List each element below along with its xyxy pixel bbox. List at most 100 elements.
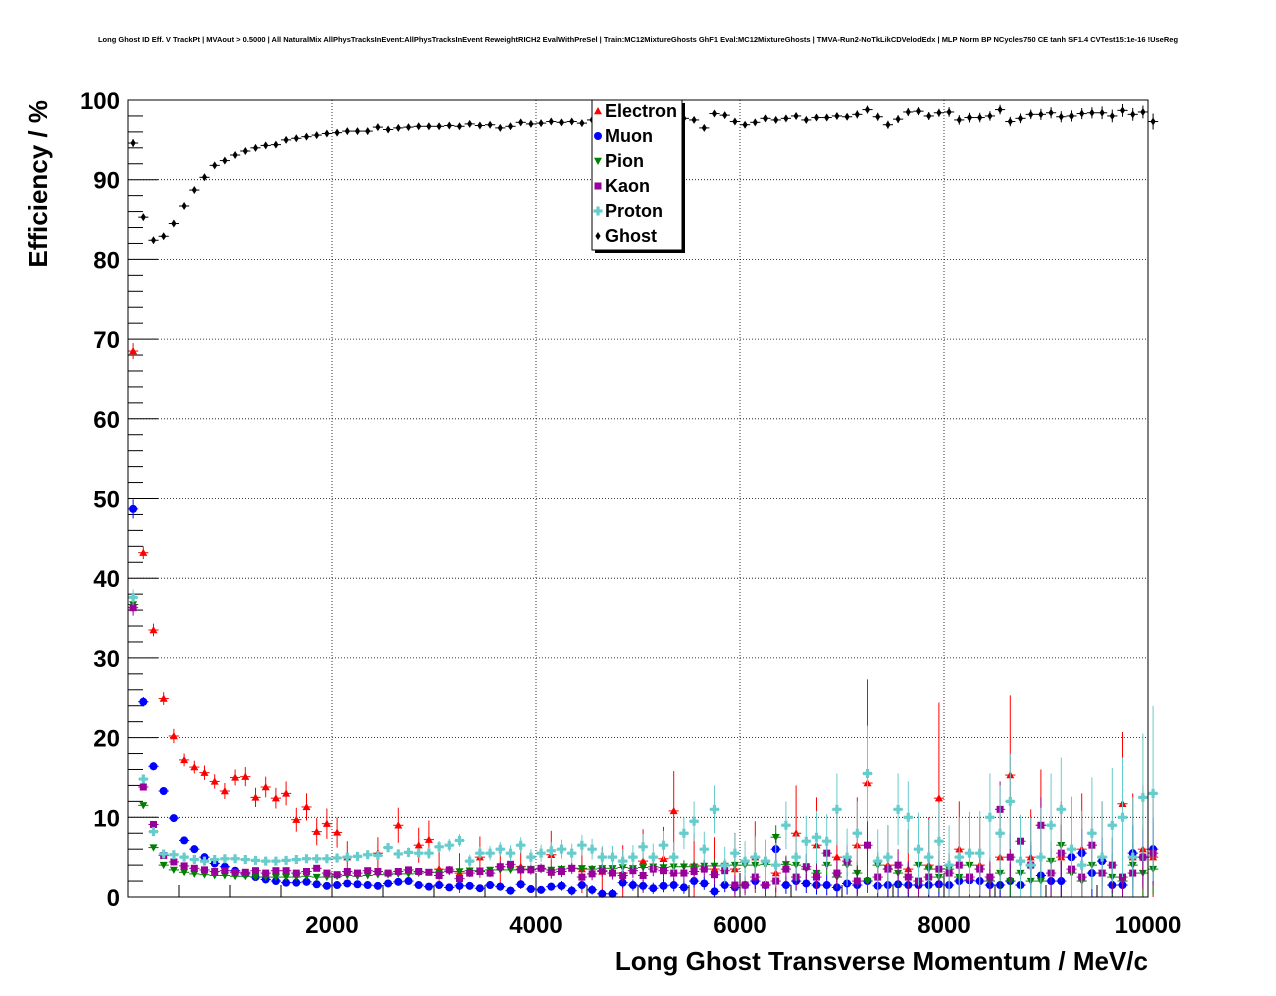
legend-label-pion: Pion [605,151,644,171]
data-point [781,881,790,890]
data-point [394,821,403,829]
data-point [558,118,565,127]
data-point [690,877,699,886]
y-tick-label: 50 [93,487,120,514]
data-point [618,856,628,866]
data-point [915,107,922,116]
data-point [445,883,454,892]
data-point [507,860,514,868]
y-tick-label: 60 [93,407,120,434]
data-point [528,119,534,128]
x-tick-label: 2000 [305,912,358,939]
data-point [435,881,444,890]
data-point [854,110,860,119]
data-point [424,835,433,843]
data-point [241,772,250,780]
data-point [486,869,494,877]
data-point [1089,108,1095,117]
data-point [302,854,311,864]
data-point [303,132,310,141]
data-point [261,783,270,791]
data-point [334,128,340,137]
y-tick-label: 40 [93,566,120,593]
data-point [139,783,147,791]
data-point [291,855,301,865]
data-point [180,862,188,870]
data-point [863,768,873,778]
data-point [414,841,423,849]
data-point [150,236,157,245]
data-point [475,848,485,858]
data-point [873,856,883,866]
data-point [690,867,698,875]
data-point [1007,117,1013,126]
data-point [1046,820,1056,830]
data-point [373,851,383,861]
data-point [322,819,331,827]
data-point [149,626,158,634]
data-point [312,827,321,835]
data-point [425,868,433,876]
data-point [669,881,678,890]
data-point [365,127,371,136]
data-point [833,869,841,877]
legend-marker-electron [594,107,602,115]
series-ghost [128,103,1159,245]
data-point [466,869,474,877]
data-point [639,871,647,879]
data-point [669,806,678,815]
data-point [405,866,412,874]
data-point [608,852,618,862]
data-point [424,882,433,891]
legend-box [591,99,683,251]
data-point [385,125,391,134]
data-point [1006,853,1014,861]
data-point [292,878,301,887]
data-point [701,123,707,132]
data-point [353,851,362,861]
data-point [1150,117,1156,126]
data-point [487,120,493,129]
data-point [1118,812,1127,822]
data-point [271,794,280,802]
data-point [629,867,637,875]
data-point [496,863,504,871]
data-point [538,119,544,128]
data-point [691,115,697,124]
data-point [475,884,484,893]
data-point [527,866,535,874]
y-tick-label: 80 [93,247,120,274]
data-point [416,122,422,131]
data-point [946,107,952,116]
data-point [1005,796,1015,806]
data-point [190,763,199,771]
data-point [171,219,177,228]
data-point [557,844,567,854]
data-point [139,548,148,556]
data-point [394,867,402,875]
data-point [832,804,842,814]
data-point [711,871,718,879]
data-point [159,861,168,870]
legend-marker-pion [594,157,602,165]
data-point [139,802,148,810]
data-point [446,121,452,130]
data-point [179,852,189,862]
data-point [210,777,219,785]
data-point [150,820,157,828]
data-point [1087,828,1097,838]
data-point [293,134,299,143]
data-point [618,878,627,887]
data-point [813,113,820,122]
data-point [373,881,382,890]
data-point [222,156,228,165]
data-point [383,843,393,853]
data-point [139,697,148,706]
data-point [659,881,668,890]
data-point [190,845,199,854]
data-point [1130,110,1136,119]
data-point [404,847,413,857]
data-point [130,139,136,148]
data-point [793,111,799,120]
data-point [548,117,554,126]
